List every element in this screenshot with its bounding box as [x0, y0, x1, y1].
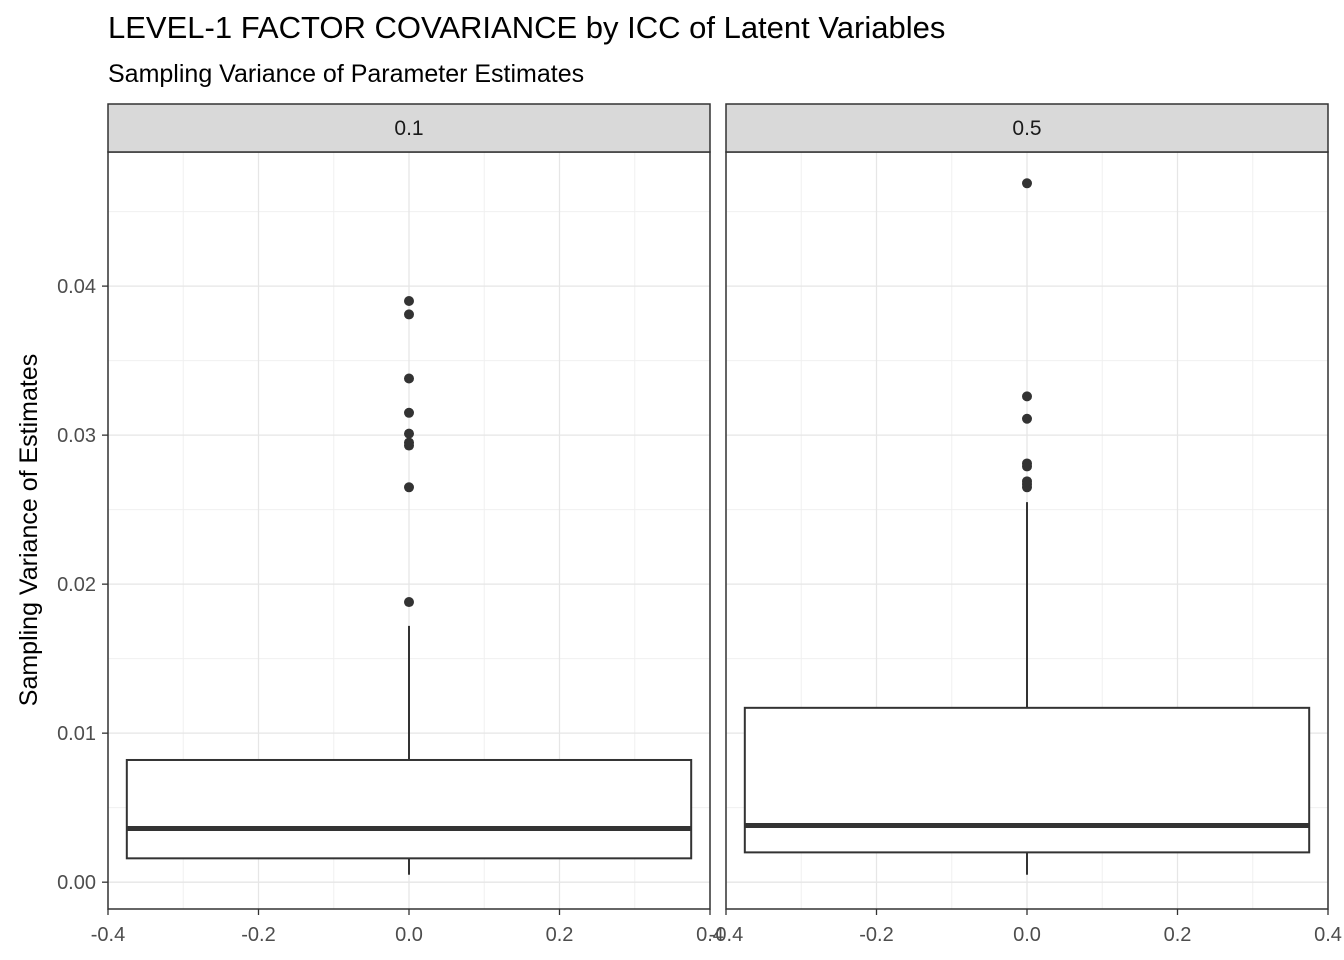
- y-tick-label: 0.03: [57, 425, 96, 447]
- y-tick-label: 0.02: [57, 574, 96, 596]
- outlier-point: [1022, 476, 1032, 487]
- facet-panel-0.5: 0.5 -0.4 -0.2 0.0 0.2 0.4: [709, 103, 1342, 946]
- y-tick-label: 0.01: [57, 723, 96, 745]
- facet-panel-0.1: 0.1 -0.4 -0.2 0.0 0.2 0.4: [91, 103, 724, 946]
- outlier-point: [404, 407, 414, 418]
- outlier-point: [404, 296, 414, 307]
- box-iqr: [743, 706, 1311, 854]
- x-tick-label: 0.4: [1314, 924, 1342, 946]
- outlier-point: [1022, 178, 1032, 189]
- y-tick-label: 0.04: [57, 276, 96, 298]
- facet-strip: [107, 103, 711, 153]
- x-tick-label: -0.4: [91, 924, 125, 946]
- box-iqr: [125, 758, 693, 860]
- outlier-point: [404, 482, 414, 493]
- y-tick-label: 0.00: [57, 872, 96, 894]
- outlier-point: [404, 373, 414, 384]
- outlier-point: [404, 597, 414, 608]
- x-tick-label: 0.0: [395, 924, 423, 946]
- x-tick-label: 0.2: [546, 924, 574, 946]
- x-tick-label: 0.0: [1013, 924, 1041, 946]
- x-tick-label: -0.2: [241, 924, 275, 946]
- facet-strip-label: 0.1: [394, 117, 423, 140]
- outlier-point: [404, 428, 414, 439]
- facet-strip-label: 0.5: [1012, 117, 1041, 140]
- x-tick-label: 0.4: [696, 924, 724, 946]
- outlier-point: [1022, 391, 1032, 402]
- outlier-point: [404, 437, 414, 448]
- chart-title: LEVEL-1 FACTOR COVARIANCE by ICC of Late…: [108, 10, 946, 45]
- outlier-point: [404, 309, 414, 320]
- y-axis-title: Sampling Variance of Estimates: [15, 354, 43, 706]
- outlier-point: [1022, 458, 1032, 469]
- x-tick-label: 0.2: [1164, 924, 1192, 946]
- outlier-point: [1022, 413, 1032, 424]
- facet-strip: [725, 103, 1329, 153]
- chart-subtitle: Sampling Variance of Parameter Estimates: [108, 60, 585, 88]
- x-tick-label: -0.2: [859, 924, 893, 946]
- x-tick-label: -0.4: [709, 924, 743, 946]
